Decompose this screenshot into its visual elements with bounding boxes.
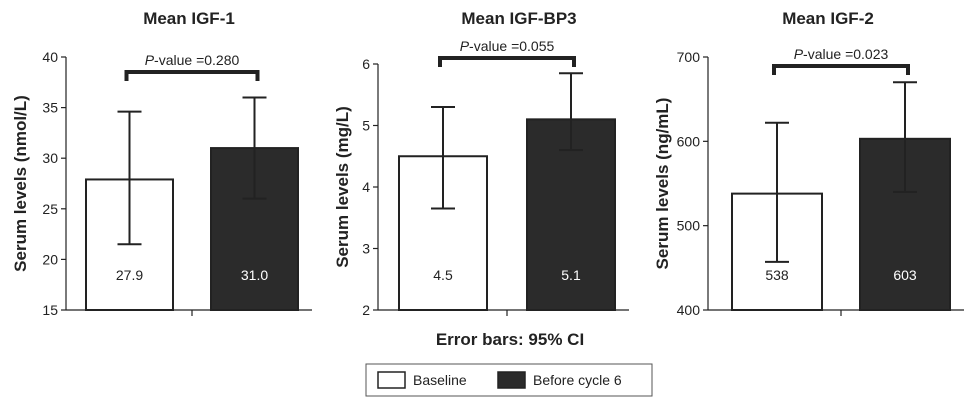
y-tick-label: 25 <box>42 201 58 217</box>
legend-label-before-cycle-6: Before cycle 6 <box>533 372 622 388</box>
p-value-label: P-value =0.055 <box>460 38 555 54</box>
p-value-bracket <box>124 70 260 81</box>
y-tick-label: 15 <box>42 302 58 318</box>
y-tick-label: 30 <box>42 150 58 166</box>
y-tick-label: 5 <box>362 118 370 134</box>
chart-panel-3: Mean IGF-2 Serum levels (ng/mL) 400 500 600 7… <box>653 9 964 318</box>
y-tick-label: 40 <box>42 49 58 65</box>
y-tick-label: 700 <box>677 49 701 65</box>
legend-swatch-baseline <box>377 371 406 389</box>
y-tick-label: 35 <box>42 100 58 116</box>
value-label-baseline: 4.5 <box>433 267 453 283</box>
y-tick-label: 400 <box>677 302 701 318</box>
p-value-bracket <box>438 56 576 67</box>
y-tick-label: 2 <box>362 302 370 318</box>
chart-title: Mean IGF-2 <box>782 9 874 28</box>
p-value-label: P-value =0.280 <box>145 52 240 68</box>
value-label-before-cycle-6: 31.0 <box>241 267 268 283</box>
y-tick-label: 500 <box>677 218 701 234</box>
value-label-baseline: 538 <box>765 267 789 283</box>
chart-panel-1: Mean IGF-1 Serum levels (nmol/L) 15 20 25 30 3… <box>11 9 312 318</box>
chart-title: Mean IGF-1 <box>143 9 235 28</box>
y-tick-label: 4 <box>362 179 370 195</box>
p-value-bracket <box>772 64 910 75</box>
chart-title: Mean IGF-BP3 <box>461 9 576 28</box>
bar-before-cycle-6 <box>526 118 616 311</box>
y-tick-label: 3 <box>362 241 370 257</box>
legend: Baseline Before cycle 6 <box>365 363 653 397</box>
value-label-before-cycle-6: 5.1 <box>561 267 581 283</box>
y-tick-label: 600 <box>677 133 701 149</box>
value-label-before-cycle-6: 603 <box>893 267 917 283</box>
legend-swatch-before-cycle-6 <box>497 371 526 389</box>
y-axis-label: Serum levels (ng/mL) <box>653 98 672 270</box>
y-tick-label: 6 <box>362 56 370 72</box>
value-label-baseline: 27.9 <box>116 267 143 283</box>
error-bars-caption: Error bars: 95% CI <box>436 330 584 349</box>
y-axis-label: Serum levels (mg/L) <box>333 106 352 268</box>
legend-label-baseline: Baseline <box>413 372 467 388</box>
p-value-label: P-value =0.023 <box>794 46 889 62</box>
y-tick-label: 20 <box>42 251 58 267</box>
y-axis-label: Serum levels (nmol/L) <box>11 95 30 272</box>
chart-panel-2: Mean IGF-BP3 Serum levels (mg/L) 2 3 4 5 6 4.5 5… <box>333 9 629 318</box>
